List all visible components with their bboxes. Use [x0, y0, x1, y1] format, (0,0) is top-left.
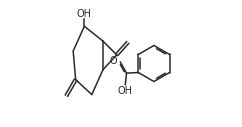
- Text: OH: OH: [118, 86, 133, 96]
- Text: OH: OH: [77, 9, 92, 19]
- Text: O: O: [110, 56, 117, 66]
